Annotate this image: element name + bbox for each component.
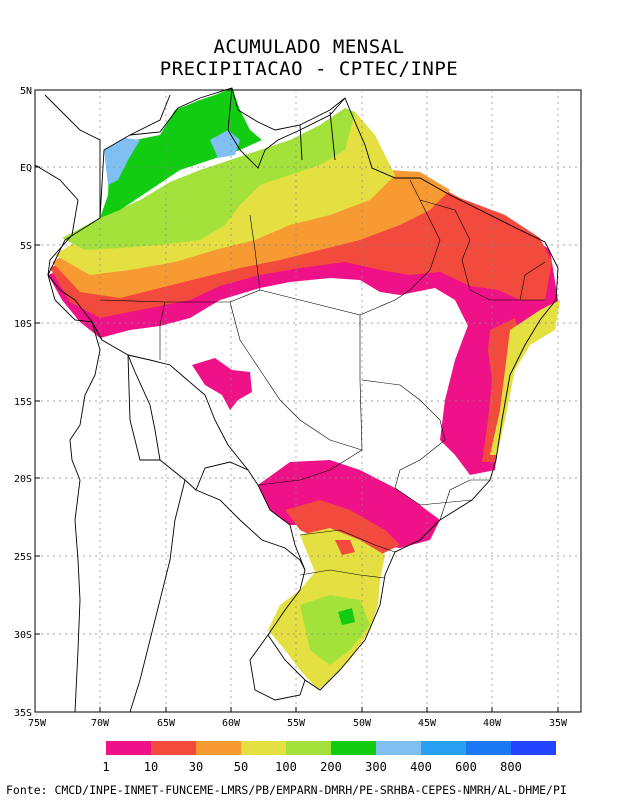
legend-label: 200 bbox=[320, 760, 342, 774]
legend-colorbar bbox=[106, 741, 556, 755]
precip-coast-ne-3 bbox=[490, 300, 560, 455]
lat-label: 35S bbox=[14, 708, 32, 719]
lat-label: 20S bbox=[14, 474, 32, 485]
brazil-outline bbox=[47, 87, 559, 691]
precipitation-fields bbox=[48, 88, 560, 690]
legend-label: 800 bbox=[500, 760, 522, 774]
lat-label: 5S bbox=[20, 241, 32, 252]
border-colombia-venezuela bbox=[44, 94, 171, 218]
lat-label: 10S bbox=[14, 319, 32, 330]
precip-patch-central-west bbox=[192, 358, 252, 410]
legend-label: 400 bbox=[410, 760, 432, 774]
legend-swatch bbox=[421, 741, 466, 755]
lon-label: 60W bbox=[222, 718, 241, 729]
border-guianas bbox=[227, 87, 346, 169]
legend-label: 50 bbox=[234, 760, 248, 774]
legend-swatch bbox=[151, 741, 196, 755]
legend-swatch bbox=[466, 741, 511, 755]
border-south-america-west bbox=[34, 164, 101, 713]
precip-band-south-2 bbox=[285, 500, 400, 555]
precip-band-south-1 bbox=[258, 460, 440, 548]
legend-swatch bbox=[331, 741, 376, 755]
legend-swatch bbox=[286, 741, 331, 755]
map-title-line-2: PRECIPITACAO - CPTEC/INPE bbox=[159, 58, 459, 80]
lon-label: 45W bbox=[418, 718, 437, 729]
legend-label: 10 bbox=[144, 760, 158, 774]
legend-label: 30 bbox=[189, 760, 203, 774]
legend-swatch bbox=[106, 741, 151, 755]
legend-label: 100 bbox=[275, 760, 297, 774]
map-title-line-1: ACUMULADO MENSAL bbox=[213, 36, 405, 58]
precip-south-3 bbox=[335, 540, 355, 555]
axis-ticks bbox=[35, 89, 559, 713]
legend-swatch bbox=[376, 741, 421, 755]
legend-labels: 1 10 30 50 100 200 300 400 600 800 bbox=[102, 760, 521, 774]
border-argentina bbox=[129, 479, 186, 713]
precip-band-north-5 bbox=[62, 108, 355, 250]
precip-south-4 bbox=[338, 608, 355, 625]
lat-label: 25S bbox=[14, 552, 32, 563]
lat-labels: 5N EQ 5S 10S 15S 20S 25S 30S 35S bbox=[14, 86, 32, 719]
lon-label: 75W bbox=[28, 718, 47, 729]
state-borders bbox=[99, 179, 546, 579]
border-paraguay bbox=[195, 489, 306, 571]
lat-label: EQ bbox=[20, 163, 32, 174]
legend-label: 600 bbox=[455, 760, 477, 774]
political-borders bbox=[34, 87, 559, 713]
legend-swatch bbox=[196, 741, 241, 755]
lat-label: 30S bbox=[14, 630, 32, 641]
lon-label: 40W bbox=[483, 718, 502, 729]
lat-label: 15S bbox=[14, 397, 32, 408]
legend-label: 300 bbox=[365, 760, 387, 774]
lon-label: 70W bbox=[91, 718, 110, 729]
lon-label: 35W bbox=[549, 718, 568, 729]
lon-label: 55W bbox=[287, 718, 306, 729]
legend-swatch bbox=[241, 741, 286, 755]
border-uruguay bbox=[249, 634, 306, 701]
legend-swatch bbox=[511, 741, 556, 755]
precip-band-north-7 bbox=[104, 138, 140, 185]
lon-label: 50W bbox=[353, 718, 372, 729]
data-source-note: Fonte: CMCD/INPE-INMET-FUNCEME-LMRS/PB/E… bbox=[6, 783, 567, 797]
legend-label: 1 bbox=[102, 760, 109, 774]
border-peru-bolivia bbox=[91, 321, 160, 461]
lon-label: 65W bbox=[157, 718, 176, 729]
border-bolivia bbox=[127, 354, 249, 471]
precip-band-north-6 bbox=[100, 88, 262, 218]
lat-label: 5N bbox=[20, 86, 32, 97]
lon-labels: 75W 70W 65W 60W 55W 50W 45W 40W 35W bbox=[28, 718, 568, 729]
